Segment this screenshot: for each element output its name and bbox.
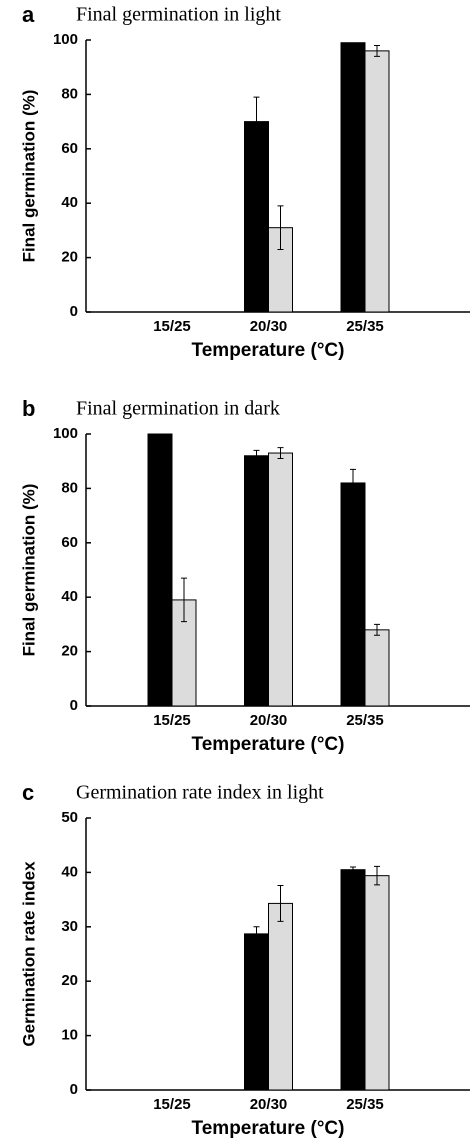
- x-tick-label: 25/35: [346, 1096, 384, 1113]
- panel-label: c: [22, 780, 34, 805]
- y-tick-label: 80: [61, 479, 78, 496]
- x-tick-label: 25/35: [346, 712, 384, 729]
- y-axis-label: Final germination (%): [19, 484, 38, 657]
- x-tick-label: 25/35: [346, 318, 384, 335]
- bar: [340, 482, 366, 707]
- bar: [340, 42, 366, 313]
- panel-label: b: [22, 396, 35, 421]
- error-bar: [374, 623, 380, 636]
- y-tick-label: 100: [53, 31, 78, 48]
- error-bar: [277, 884, 284, 922]
- x-tick-label: 15/25: [153, 1096, 191, 1113]
- x-tick-label: 15/25: [153, 318, 191, 335]
- y-axis-label: Germination rate index: [19, 861, 38, 1047]
- bar: [364, 50, 390, 313]
- error-bar: [350, 866, 356, 873]
- y-tick-label: 40: [61, 588, 78, 605]
- y-tick-label: 0: [70, 697, 78, 714]
- x-tick-label: 15/25: [153, 712, 191, 729]
- y-tick-label: 100: [53, 425, 78, 442]
- chart-title: Final germination in light: [76, 4, 281, 26]
- y-tick-label: 60: [61, 534, 78, 551]
- chart-title: Final germination in dark: [76, 398, 280, 420]
- x-axis-label: Temperature (°C): [192, 1118, 345, 1139]
- x-axis-label: Temperature (°C): [192, 734, 345, 755]
- y-tick-label: 0: [70, 303, 78, 320]
- y-tick-label: 40: [61, 194, 78, 211]
- y-tick-label: 20: [61, 249, 78, 266]
- x-tick-label: 20/30: [250, 712, 288, 729]
- bar: [268, 902, 293, 1091]
- bar: [364, 875, 390, 1091]
- y-tick-label: 60: [61, 140, 78, 157]
- y-tick-label: 10: [61, 1027, 78, 1044]
- error-bar: [374, 865, 380, 886]
- y-tick-label: 80: [61, 85, 78, 102]
- bar: [244, 455, 269, 707]
- y-tick-label: 30: [61, 918, 78, 935]
- y-axis-label: Final germination (%): [19, 90, 38, 263]
- bar: [244, 121, 269, 313]
- chart-title: Germination rate index in light: [76, 782, 324, 804]
- x-tick-label: 20/30: [250, 318, 288, 335]
- x-axis-label: Temperature (°C): [192, 340, 345, 361]
- bar: [244, 933, 269, 1091]
- error-bar: [350, 468, 356, 498]
- error-bar: [277, 447, 284, 459]
- x-tick-label: 20/30: [250, 1096, 288, 1113]
- error-bar: [277, 205, 284, 250]
- error-bar: [253, 926, 260, 942]
- y-tick-label: 0: [70, 1081, 78, 1098]
- panel-label: a: [22, 2, 35, 27]
- bar: [340, 869, 366, 1091]
- error-bar: [181, 577, 187, 623]
- bar: [147, 433, 173, 707]
- error-bar: [374, 44, 380, 57]
- y-tick-label: 20: [61, 643, 78, 660]
- bar: [364, 629, 390, 707]
- error-bar: [253, 449, 260, 462]
- bar: [268, 452, 293, 707]
- y-tick-label: 40: [61, 863, 78, 880]
- y-tick-label: 50: [61, 809, 78, 826]
- y-tick-label: 20: [61, 972, 78, 989]
- error-bar: [253, 96, 260, 147]
